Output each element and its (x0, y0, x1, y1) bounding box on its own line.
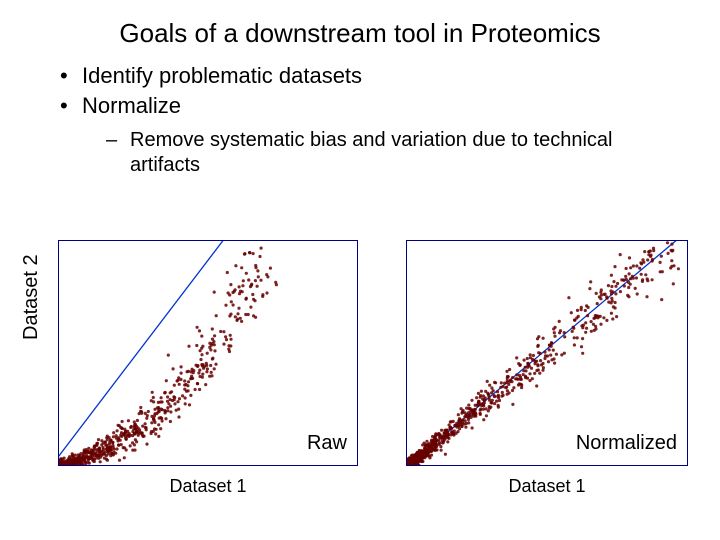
normalized-plot-label: Normalized (576, 432, 677, 455)
normalized-chart-column: Normalized Dataset 1 (406, 240, 688, 497)
raw-chart-column: Raw Dataset 1 (58, 240, 358, 497)
bullet-identify: Identify problematic datasets (60, 61, 680, 91)
slide-title: Goals of a downstream tool in Proteomics (0, 0, 720, 61)
y-axis-label: Dataset 2 (20, 254, 43, 340)
raw-plot-label: Raw (307, 432, 347, 455)
bullet-list: Identify problematic datasets Normalize … (0, 61, 720, 178)
raw-scatter-plot: Raw (58, 240, 358, 466)
normalized-x-axis-label: Dataset 1 (508, 476, 585, 497)
bullet-normalize: Normalize (60, 91, 680, 121)
raw-x-axis-label: Dataset 1 (169, 476, 246, 497)
normalized-scatter-plot: Normalized (406, 240, 688, 466)
subbullet-remove-bias: Remove systematic bias and variation due… (60, 128, 680, 178)
charts-row: Raw Dataset 1 Normalized Dataset 1 (58, 240, 698, 497)
